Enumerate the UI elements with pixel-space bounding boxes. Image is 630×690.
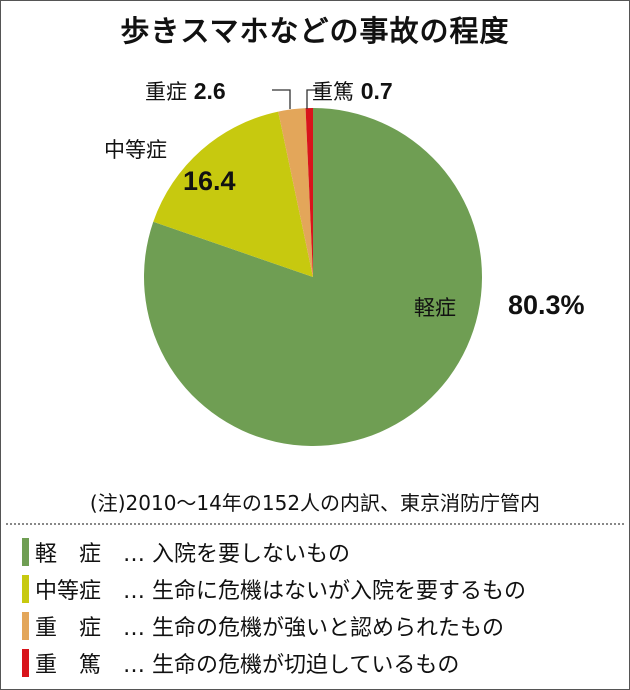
leader-line-critical — [306, 89, 322, 109]
label-moderate-name: 中等症 — [104, 138, 167, 162]
label-mild-name: 軽症 — [414, 296, 456, 320]
legend-item-severe: 重 症 … 生命の危機が強いと認められたもの — [22, 607, 526, 644]
legend-swatch — [22, 611, 29, 640]
label-mild-value: 80.3% — [508, 290, 585, 320]
legend-item-moderate: 中等症 … 生命に危機はないが入院を要するもの — [22, 570, 526, 607]
label-moderate-value: 16.4 — [183, 166, 236, 196]
pie-slice-critical — [305, 108, 313, 277]
chart-title: 歩きスマホなどの事故の程度 — [120, 14, 510, 48]
label-severe: 重症 2.6 — [145, 78, 226, 104]
footnote: (注)2010〜14年の152人の内訳、東京消防庁管内 — [89, 491, 541, 515]
legend: 軽 症 … 入院を要しないもの 中等症 … 生命に危機はないが入院を要するもの … — [22, 533, 526, 681]
pie-slice-moderate — [153, 111, 313, 277]
pie-slice-severe — [278, 108, 313, 277]
legend-swatch — [22, 574, 29, 603]
legend-swatch — [22, 537, 29, 566]
label-critical: 重篤 0.7 — [312, 78, 393, 104]
legend-item-mild: 軽 症 … 入院を要しないもの — [22, 533, 526, 570]
pie-slice-mild — [144, 108, 483, 446]
leader-line-severe — [272, 89, 291, 109]
dotted-divider — [6, 523, 624, 525]
legend-item-critical: 重 篤 … 生命の危機が切迫しているもの — [22, 644, 526, 681]
legend-swatch — [22, 648, 29, 677]
pie-slices — [144, 108, 483, 446]
